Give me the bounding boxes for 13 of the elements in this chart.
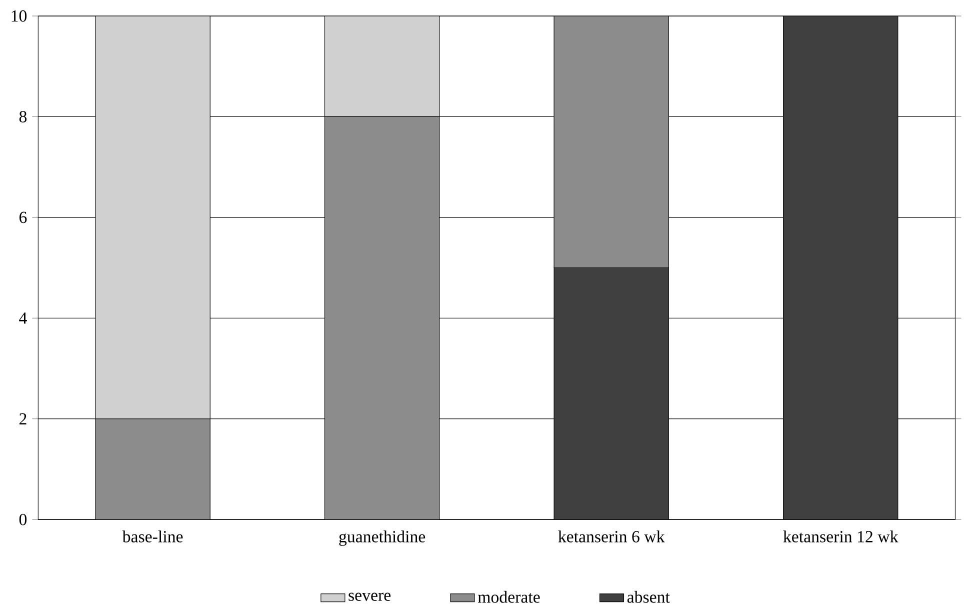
y-tick-label: 8 [19,111,27,122]
legend-label: absent [627,590,670,603]
x-tick-label: guanethidine [339,530,426,546]
x-tick-label: base-line [122,530,183,542]
y-tick-label: 0 [19,514,27,526]
x-tick-label: ketanserin 12 wk [783,530,898,542]
legend-label: moderate [478,590,540,603]
x-tick-label: ketanserin 6 wk [558,530,665,542]
y-tick-label: 2 [20,413,26,424]
y-tick-label: 10 [12,10,27,22]
legend-label: severe [348,592,391,601]
y-tick-label: 6 [19,212,27,224]
y-tick-label: 4 [19,312,27,324]
